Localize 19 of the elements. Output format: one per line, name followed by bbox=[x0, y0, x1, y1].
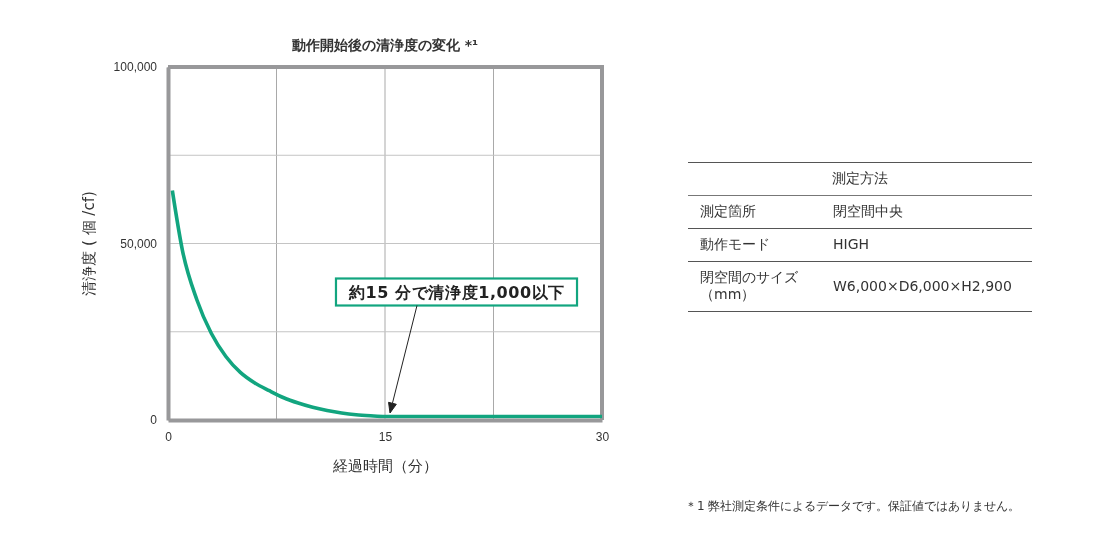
x-tick-label: 30 bbox=[595, 429, 610, 444]
line-series bbox=[170, 188, 604, 419]
annotation: 約15 分で清浄度1,000以下 bbox=[347, 282, 566, 302]
y-tick-label: 100,000 bbox=[113, 60, 158, 75]
text: 動作モード bbox=[699, 236, 771, 253]
y-tick-label: 50,000 bbox=[120, 236, 158, 251]
text: 測定方法 bbox=[688, 162, 1032, 196]
text: 閉空間のサイズ（mm） bbox=[699, 269, 799, 303]
text: W6,000×D6,000×H2,900 bbox=[833, 277, 1013, 295]
text: HIGH bbox=[833, 236, 871, 253]
text: 測定箇所 bbox=[699, 203, 757, 220]
text: 閉空間中央 bbox=[833, 203, 904, 220]
chart-title: 動作開始後の清浄度の変化 *¹ bbox=[290, 37, 479, 53]
x-axis-title: 経過時間（分） bbox=[331, 457, 438, 475]
y-axis-title: 清浄度 ( 個 /cf) bbox=[80, 191, 98, 296]
x-tick-label: 15 bbox=[378, 429, 393, 444]
y-tick-label: 0 bbox=[150, 413, 158, 428]
x-tick-label: 0 bbox=[165, 429, 173, 444]
text: ＊1 弊社測定条件によるデータです。保証値ではありません。 bbox=[685, 498, 1021, 515]
